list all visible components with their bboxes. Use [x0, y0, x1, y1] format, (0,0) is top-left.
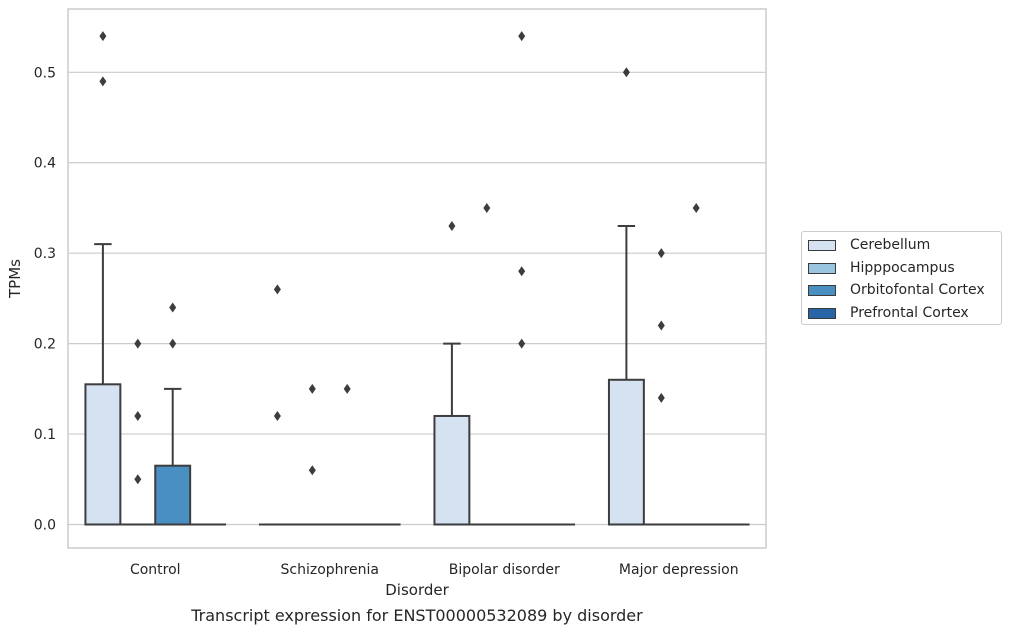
outlier-point [169, 338, 177, 349]
y-tick-labels: 0.0 0.1 0.2 0.3 0.4 0.5 [34, 65, 56, 533]
box-hipppocampus [119, 338, 157, 526]
x-tick-label: Schizophrenia [281, 562, 379, 578]
outlier-point [448, 221, 456, 232]
outlier-point [308, 465, 316, 476]
legend-item-hippocampus: Hipppocampus [808, 259, 955, 277]
outlier-point [692, 202, 700, 213]
box-cerebellum [607, 67, 645, 526]
outlier-point [657, 248, 665, 259]
legend-item-orbitofrontal-cortex: Orbitofontal Cortex [808, 281, 985, 299]
outlier-point [169, 302, 177, 313]
legend-swatch [808, 307, 836, 319]
y-tick-label: 0.4 [34, 156, 56, 172]
outlier-point [99, 76, 107, 87]
legend-label: Hipppocampus [850, 260, 955, 276]
outlier-point [483, 202, 491, 213]
box-hipppocampus [468, 202, 506, 526]
outlier-point [99, 31, 107, 42]
x-tick-labels: Control Schizophrenia Bipolar disorder Majo… [130, 562, 739, 578]
y-axis-title: TPMs [6, 259, 24, 299]
box-cerebellum [433, 221, 471, 526]
y-tick-label: 0.1 [34, 427, 56, 443]
legend-item-cerebellum: Cerebellum [808, 236, 930, 254]
legend-label: Cerebellum [850, 237, 931, 253]
chart-title: Transcript expression for ENST0000053208… [191, 606, 643, 625]
iqr-box [433, 414, 471, 526]
legend-swatch [808, 284, 836, 296]
legend: Cerebellum Hipppocampus Orbitofontal Cor… [801, 231, 1002, 325]
x-tick-label: Bipolar disorder [449, 562, 560, 578]
x-axis-title: Disorder [385, 581, 449, 599]
box-hipppocampus [293, 383, 331, 526]
legend-label: Orbitofontal Cortex [850, 282, 985, 298]
box-orbitofontal-cortex [677, 202, 715, 526]
box-orbitofontal-cortex [328, 383, 366, 526]
outlier-point [518, 338, 526, 349]
x-tick-label: Major depression [619, 562, 739, 578]
outlier-point [518, 266, 526, 277]
iqr-box [84, 383, 122, 526]
box-cerebellum [84, 31, 122, 526]
y-tick-label: 0.5 [34, 65, 56, 81]
x-tick-label: Control [130, 562, 181, 578]
iqr-box [607, 378, 645, 526]
outlier-point [518, 31, 526, 42]
outlier-point [273, 284, 281, 295]
box-orbitofontal-cortex [503, 31, 541, 526]
boxes-layer [84, 31, 750, 526]
y-tick-label: 0.2 [34, 337, 56, 353]
outlier-point [134, 338, 142, 349]
y-tick-label: 0.3 [34, 246, 56, 262]
outlier-point [273, 410, 281, 421]
legend-swatch [808, 239, 836, 251]
outlier-point [134, 410, 142, 421]
box-orbitofontal-cortex [154, 302, 192, 526]
iqr-box [154, 464, 192, 526]
outlier-point [343, 383, 351, 394]
legend-swatch [808, 262, 836, 274]
box-hipppocampus [642, 248, 680, 526]
outlier-point [657, 392, 665, 403]
plot-area-frame [67, 8, 767, 549]
outlier-point [657, 320, 665, 331]
y-tick-label: 0.0 [34, 517, 56, 533]
outlier-point [622, 67, 630, 78]
legend-label: Prefrontal Cortex [850, 305, 969, 321]
box-cerebellum [258, 284, 296, 526]
outlier-point [134, 474, 142, 485]
outlier-point [308, 383, 316, 394]
legend-item-prefrontal-cortex: Prefrontal Cortex [808, 304, 969, 322]
